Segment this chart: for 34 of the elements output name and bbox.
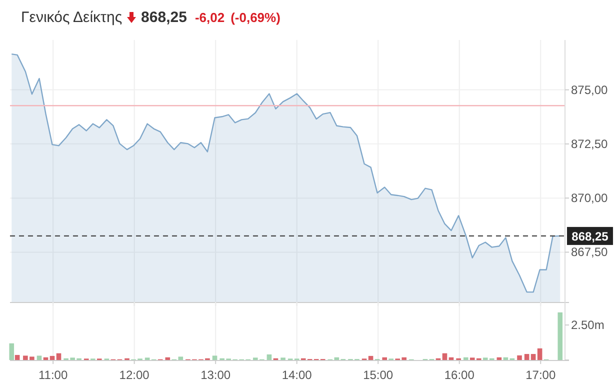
y-tick-label: 875,00: [571, 82, 608, 97]
y-tick-label: 2.50m: [571, 318, 604, 332]
bar: [50, 356, 55, 360]
bar: [537, 348, 542, 360]
text: 868,25: [141, 9, 187, 26]
chart-title: Γενικός Δείκτης: [21, 9, 122, 26]
bar: [524, 354, 530, 360]
bar: [368, 356, 374, 360]
x-tick-label: 17:00: [526, 368, 556, 382]
bar: [212, 356, 218, 360]
bar: [36, 356, 42, 360]
ref-line-label: 868,25: [572, 229, 609, 244]
bar: [530, 354, 536, 360]
x-tick-label: 14:00: [282, 368, 312, 382]
y-tick-label: 872,50: [571, 136, 608, 151]
x-tick-label: 16:00: [444, 368, 475, 382]
bar: [266, 354, 272, 360]
x-tick-label: 15:00: [363, 368, 394, 382]
bar: [558, 312, 563, 360]
bar: [442, 353, 448, 360]
text: (-0,69%): [230, 10, 280, 25]
bar: [14, 354, 20, 360]
bar: [56, 353, 62, 360]
x-tick-label: 11:00: [38, 368, 68, 382]
y-tick-label: 867,50: [571, 245, 608, 260]
bar: [463, 357, 468, 360]
bar: [9, 343, 14, 360]
y-tick-label: 870,00: [571, 191, 608, 206]
bar: [165, 357, 170, 360]
bar: [382, 357, 388, 360]
text: -6,02: [194, 10, 225, 25]
x-tick-label: 12:00: [119, 368, 150, 382]
bar: [517, 355, 522, 360]
x-tick-label: 13:00: [200, 368, 231, 382]
